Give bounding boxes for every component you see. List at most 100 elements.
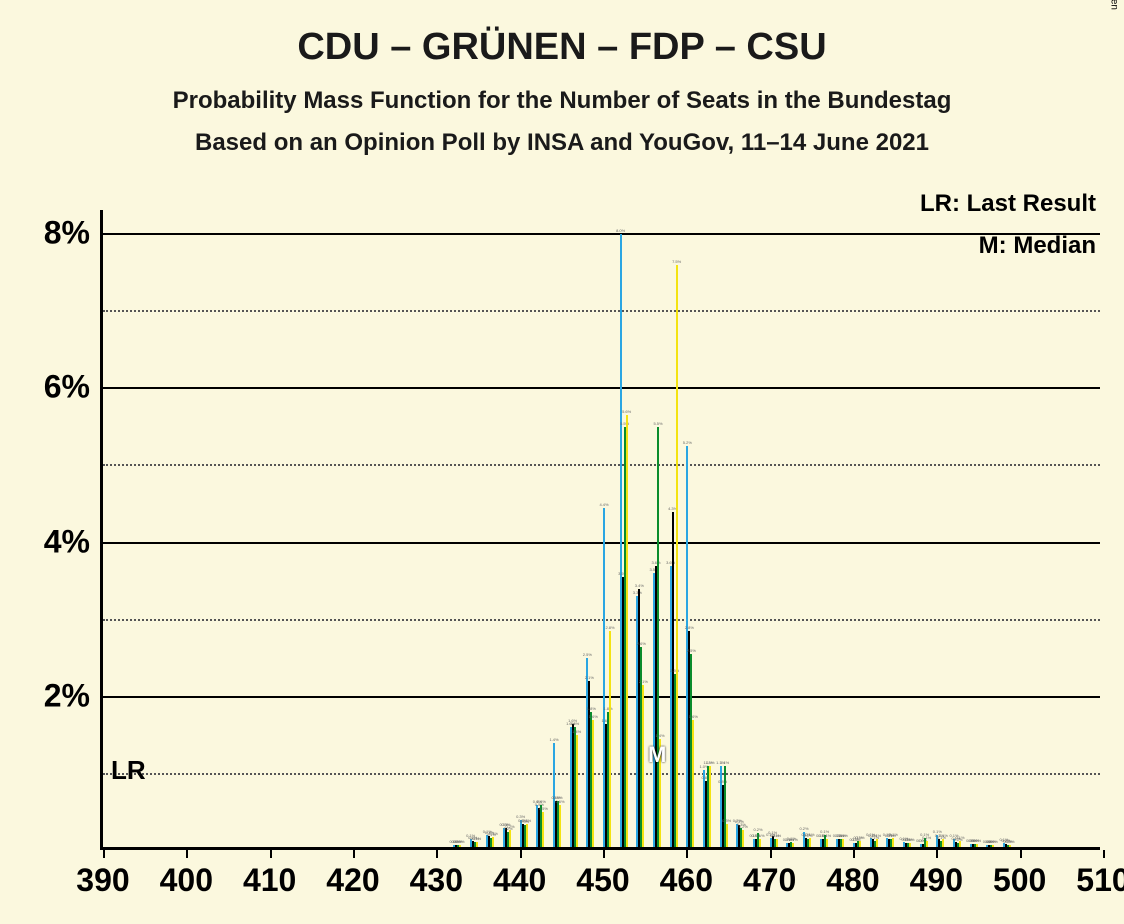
x-axis-label: 470: [743, 862, 796, 899]
bar-yellow: [509, 830, 511, 847]
x-axis-label: 460: [660, 862, 713, 899]
bar-yellow: [909, 843, 911, 847]
bar-value-label: 3.6%: [650, 560, 662, 565]
grid-minor-line: [103, 619, 1100, 621]
x-axis-label: 430: [410, 862, 463, 899]
bar-yellow: [692, 720, 694, 847]
bar-value-label: 2.5%: [581, 652, 593, 657]
bar-value-label: 3.4%: [633, 583, 645, 588]
bar-yellow: [642, 685, 644, 847]
y-axis-label: 2%: [30, 677, 90, 714]
grid-major-line: [103, 387, 1100, 389]
x-axis-tick: [270, 850, 272, 858]
x-axis-label: 500: [993, 862, 1046, 899]
grid-major-line: [103, 696, 1100, 698]
bar-yellow: [609, 631, 611, 847]
bar-value-label: 2.5%: [685, 648, 697, 653]
x-axis-label: 400: [160, 862, 213, 899]
bar-value-label: 5.6%: [621, 409, 633, 414]
bar-yellow: [792, 843, 794, 847]
bar-yellow: [809, 838, 811, 847]
bar-value-label: 0.3%: [521, 818, 533, 823]
bar-value-label: 3.3%: [631, 590, 643, 595]
y-axis-label: 4%: [30, 523, 90, 560]
bar-yellow: [942, 839, 944, 847]
grid-major-line: [103, 542, 1100, 544]
bar-yellow: [459, 845, 461, 847]
x-axis-label: 450: [576, 862, 629, 899]
x-axis-tick: [1103, 850, 1105, 858]
bar-value-label: 0.2%: [504, 824, 516, 829]
x-axis-tick: [853, 850, 855, 858]
x-axis-tick: [686, 850, 688, 858]
bar-value-label: 0.5%: [537, 806, 549, 811]
chart-subtitle-2: Based on an Opinion Poll by INSA and You…: [0, 129, 1124, 157]
bar-value-label: 4.4%: [598, 502, 610, 507]
bar-yellow: [592, 720, 594, 847]
bar-value-label: 0.2%: [737, 824, 749, 829]
bar-yellow: [992, 845, 994, 847]
lr-marker: LR: [111, 755, 146, 786]
plot-area: 3904004104204304404504604704804905005100…: [100, 210, 1100, 850]
bar-yellow: [492, 837, 494, 847]
bar-yellow: [742, 830, 744, 847]
bar-value-label: 5.5%: [652, 421, 664, 426]
bar-yellow: [842, 839, 844, 847]
bar-value-label: 5.2%: [681, 440, 693, 445]
x-axis-label: 420: [326, 862, 379, 899]
x-axis-tick: [603, 850, 605, 858]
bar-value-label: 5.5%: [619, 421, 631, 426]
bar-value-label: 0.1%: [787, 837, 799, 842]
bar-value-label: 1.1%: [719, 760, 731, 765]
bar-value-label: 2.3%: [669, 668, 681, 673]
x-axis-tick: [1020, 850, 1022, 858]
bar-value-label: 0.0%: [1004, 839, 1016, 844]
x-axis-label: 510: [1076, 862, 1124, 899]
x-axis-label: 410: [243, 862, 296, 899]
bar-value-label: 0.1%: [487, 831, 499, 836]
median-marker: M: [648, 742, 666, 768]
bar-value-label: 1.6%: [587, 714, 599, 719]
bar-yellow: [726, 824, 728, 847]
grid-minor-line: [103, 310, 1100, 312]
bar-value-label: 1.4%: [548, 737, 560, 742]
bar-yellow: [876, 839, 878, 847]
bar-yellow: [776, 839, 778, 847]
bar-yellow: [976, 844, 978, 847]
bar-yellow: [542, 812, 544, 847]
bar-yellow: [676, 265, 678, 847]
x-axis-tick: [353, 850, 355, 858]
bar-value-label: 0.0%: [454, 839, 466, 844]
bar-value-label: 0.6%: [554, 799, 566, 804]
bar-value-label: 0.1%: [921, 835, 933, 840]
x-axis-tick: [186, 850, 188, 858]
bar-yellow: [759, 839, 761, 847]
grid-minor-line: [103, 773, 1100, 775]
y-axis-label: 8%: [30, 215, 90, 252]
bar-yellow: [476, 842, 478, 847]
bar-yellow: [826, 839, 828, 847]
bar-value-label: 1.8%: [602, 706, 614, 711]
x-axis-tick: [520, 850, 522, 858]
x-axis-tick: [770, 850, 772, 858]
bar-yellow: [526, 824, 528, 847]
bar-yellow: [559, 805, 561, 847]
x-axis-label: 390: [76, 862, 129, 899]
bar-value-label: 2.6%: [635, 641, 647, 646]
x-axis-label: 480: [826, 862, 879, 899]
bar-value-label: 2.8%: [604, 625, 616, 630]
x-axis-tick: [936, 850, 938, 858]
bar-yellow: [926, 841, 928, 847]
bar-value-label: 2.1%: [637, 679, 649, 684]
bar-yellow: [859, 841, 861, 847]
copyright-text: © 2021 Filip van Laenen: [1109, 0, 1120, 10]
bar-value-label: 1.6%: [569, 721, 581, 726]
bar-value-label: 0.8%: [717, 779, 729, 784]
bar-value-label: 8.0%: [615, 228, 627, 233]
chart-title: CDU – GRÜNEN – FDP – CSU: [0, 0, 1124, 69]
x-axis-label: 440: [493, 862, 546, 899]
bar-yellow: [1009, 845, 1011, 847]
chart-area: 3904004104204304404504604704804905005100…: [100, 210, 1100, 850]
chart-subtitle-1: Probability Mass Function for the Number…: [0, 87, 1124, 115]
bar-value-label: 1.4%: [571, 729, 583, 734]
